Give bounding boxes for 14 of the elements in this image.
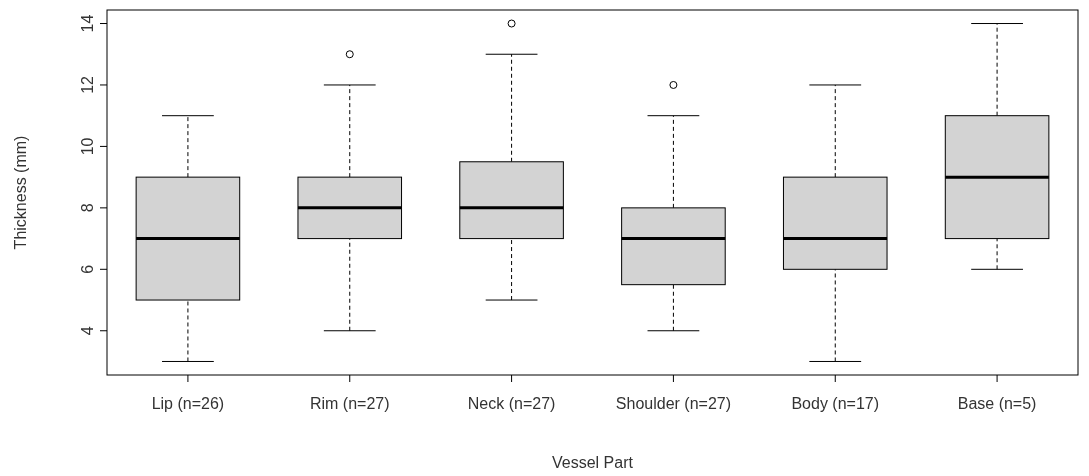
y-tick-label: 14 (79, 14, 96, 33)
x-tick-label: Lip (n=26) (151, 395, 225, 412)
x-tick-label: Base (n=5) (957, 395, 1037, 412)
y-tick-label: 6 (79, 264, 96, 274)
y-tick-label: 12 (79, 75, 96, 94)
y-axis-title: Thickness (mm) (12, 135, 29, 250)
y-tick-label: 4 (79, 326, 96, 336)
x-axis-title: Vessel Part (552, 454, 634, 471)
x-tick-label: Neck (n=27) (467, 395, 556, 412)
y-tick-label: 8 (79, 203, 96, 213)
x-tick-label: Rim (n=27) (309, 395, 390, 412)
x-tick-label: Shoulder (n=27) (615, 395, 732, 412)
x-tick-label: Body (n=17) (791, 395, 880, 412)
y-tick-label: 10 (79, 137, 96, 156)
